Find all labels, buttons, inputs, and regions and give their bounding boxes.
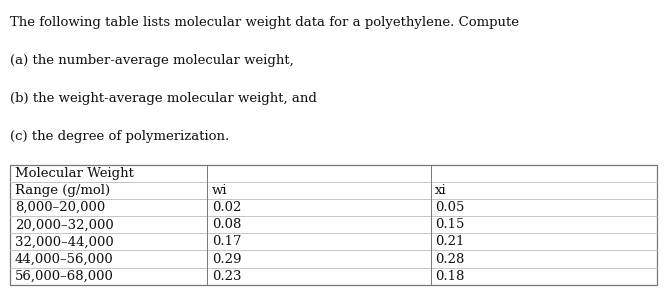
Text: 8,000–20,000: 8,000–20,000 xyxy=(15,201,105,214)
Text: 0.05: 0.05 xyxy=(435,201,465,214)
Text: 0.21: 0.21 xyxy=(435,235,465,248)
Text: 0.08: 0.08 xyxy=(212,218,241,231)
Text: (c) the degree of polymerization.: (c) the degree of polymerization. xyxy=(10,130,229,143)
Text: 0.23: 0.23 xyxy=(212,270,241,283)
Text: 0.17: 0.17 xyxy=(212,235,241,248)
Text: 0.02: 0.02 xyxy=(212,201,241,214)
Text: 20,000–32,000: 20,000–32,000 xyxy=(15,218,113,231)
Text: 32,000–44,000: 32,000–44,000 xyxy=(15,235,113,248)
Text: 0.29: 0.29 xyxy=(212,253,241,265)
Text: The following table lists molecular weight data for a polyethylene. Compute: The following table lists molecular weig… xyxy=(10,16,519,29)
Text: 0.28: 0.28 xyxy=(435,253,465,265)
Text: 0.15: 0.15 xyxy=(435,218,465,231)
Text: (a) the number-average molecular weight,: (a) the number-average molecular weight, xyxy=(10,54,293,67)
Text: 0.18: 0.18 xyxy=(435,270,465,283)
Text: 44,000–56,000: 44,000–56,000 xyxy=(15,253,113,265)
Text: 56,000–68,000: 56,000–68,000 xyxy=(15,270,113,283)
Text: wi: wi xyxy=(212,184,227,197)
Text: (b) the weight-average molecular weight, and: (b) the weight-average molecular weight,… xyxy=(10,92,317,105)
Text: Range (g/mol): Range (g/mol) xyxy=(15,184,110,197)
Text: Molecular Weight: Molecular Weight xyxy=(15,167,133,180)
Bar xyxy=(10,165,657,285)
Text: xi: xi xyxy=(435,184,447,197)
